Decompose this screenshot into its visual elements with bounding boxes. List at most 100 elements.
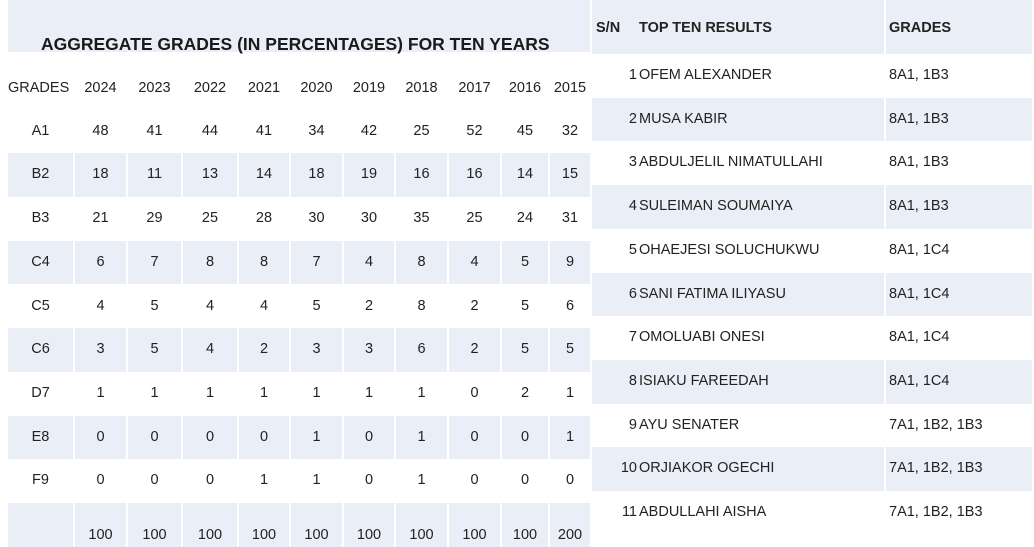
- grade-value-cell: 6: [417, 341, 426, 358]
- result-sn: 6: [628, 285, 637, 302]
- grade-value-cell: 1: [259, 472, 269, 489]
- grade-value-cell: 4: [205, 297, 215, 314]
- result-sn: 10: [620, 460, 637, 477]
- grades-header-label: GRADES: [8, 80, 70, 96]
- result-row: 9 AYU SENATER 7A1, 1B2, 1B3: [592, 403, 1032, 448]
- grade-value-cell: 41: [255, 122, 273, 139]
- grade-value-cell: 0: [470, 384, 479, 401]
- grade-value-cell: 5: [520, 253, 530, 270]
- result-sn: 9: [628, 416, 637, 433]
- grade-value-cell: 3: [312, 341, 321, 358]
- grade-value-cell: 5: [150, 297, 159, 314]
- year-header: 2023: [138, 80, 171, 96]
- grade-value-cell: 0: [565, 472, 575, 489]
- year-header: 2016: [508, 80, 542, 96]
- grade-value-cell: 5: [312, 297, 321, 314]
- grade-value-cell: 29: [146, 210, 163, 227]
- grade-value-cell: 2: [364, 297, 374, 314]
- result-name: SULEIMAN SOUMAIYA: [639, 198, 793, 215]
- grade-value-cell: 48: [92, 122, 109, 139]
- grades-row: A1 48 41 44 41 34 42 25 52 45 32: [8, 109, 590, 154]
- result-sn: 11: [621, 504, 637, 520]
- grade-value-cell: 1: [205, 384, 215, 401]
- year-header: 2015: [553, 80, 587, 96]
- grade-value-cell: 14: [255, 166, 273, 183]
- name-header: TOP TEN RESULTS: [639, 20, 772, 36]
- year-header: 2017: [458, 80, 491, 96]
- grades-row: C5 4 5 4 4 5 2 8 2 5 6: [8, 284, 590, 329]
- result-row: 6 SANI FATIMA ILIYASU 8A1, 1C4: [592, 272, 1032, 317]
- result-row: 7 OMOLUABI ONESI 8A1, 1C4: [592, 316, 1032, 360]
- total-cell: 100: [409, 527, 434, 543]
- grade-label: E8: [31, 428, 50, 445]
- grade-value-cell: 0: [205, 472, 215, 489]
- grade-value-cell: 0: [205, 428, 215, 445]
- grade-value-cell: 4: [205, 341, 215, 358]
- grade-value-cell: 11: [146, 166, 163, 183]
- grades-row: E8 0 0 0 0 1 0 1 0 0 1: [8, 415, 590, 460]
- grade-value-cell: 1: [312, 384, 321, 401]
- table-title: AGGREGATE GRADES (IN PERCENTAGES) FOR TE…: [41, 34, 550, 54]
- grade-value-cell: 34: [308, 122, 325, 139]
- title-band: [8, 0, 590, 54]
- grade-value-cell: 0: [364, 428, 374, 445]
- grade-value-cell: 0: [364, 472, 374, 489]
- result-sn: 2: [628, 110, 637, 127]
- grade-value-cell: 52: [466, 122, 483, 139]
- grade-value-cell: 0: [96, 428, 105, 445]
- total-cell: 100: [88, 527, 113, 543]
- year-header: 2019: [352, 80, 386, 96]
- grade-value-cell: 4: [259, 297, 269, 314]
- grade-value-cell: 42: [360, 122, 378, 139]
- result-name: OHAEJESI SOLUCHUKWU: [639, 241, 820, 258]
- grade-value-cell: 1: [312, 472, 321, 489]
- column-divider: [884, 0, 886, 536]
- grades-row: B2 18 11 13 14 18 19 16 16 14 15: [8, 153, 590, 198]
- result-grades: 8A1, 1C4: [889, 285, 950, 302]
- grade-label: B2: [31, 166, 50, 183]
- grade-value-cell: 13: [201, 166, 219, 183]
- result-grades: 8A1, 1C4: [889, 241, 950, 258]
- grade-value-cell: 3: [96, 341, 105, 358]
- grade-value-cell: 0: [520, 472, 530, 489]
- result-grades: 7A1, 1B2, 1B3: [889, 460, 983, 477]
- grade-value-cell: 1: [150, 384, 159, 401]
- result-name: ABDULLAHI AISHA: [639, 504, 767, 520]
- grade-value-cell: 41: [146, 122, 163, 139]
- result-name: AYU SENATER: [639, 416, 740, 433]
- grade-value-cell: 0: [470, 472, 479, 489]
- grade-value-cell: 3: [364, 341, 374, 358]
- year-header: 2022: [193, 80, 227, 96]
- result-row: 5 OHAEJESI SOLUCHUKWU 8A1, 1C4: [592, 228, 1032, 273]
- grade-value-cell: 0: [96, 472, 105, 489]
- grade-value-cell: 18: [308, 166, 325, 183]
- result-sn: 3: [628, 154, 637, 171]
- grade-value-cell: 7: [150, 253, 159, 270]
- result-name: OFEM ALEXANDER: [639, 67, 772, 83]
- grade-value-cell: 6: [565, 297, 575, 314]
- grades-total-row: 100 100 100 100 100 100 100 100 100 200: [8, 503, 590, 547]
- grade-value-cell: 0: [150, 472, 159, 489]
- grade-value-cell: 2: [470, 297, 479, 314]
- grade-value-cell: 4: [470, 253, 479, 270]
- result-row: 2 MUSA KABIR 8A1, 1B3: [592, 97, 1032, 142]
- grade-value-cell: 25: [201, 210, 219, 227]
- grade-value-cell: 4: [364, 253, 374, 270]
- grade-value-cell: 15: [561, 166, 579, 183]
- grade-value-cell: 4: [96, 297, 105, 314]
- grade-value-cell: 1: [565, 384, 575, 401]
- grade-value-cell: 1: [312, 428, 321, 445]
- grades-row: B3 21 29 25 28 30 30 35 25 24 31: [8, 197, 590, 241]
- grades-header: GRADES: [889, 20, 952, 36]
- grade-label: C4: [31, 253, 50, 270]
- result-grades: 8A1, 1C4: [889, 372, 950, 389]
- grade-value-cell: 6: [96, 253, 105, 270]
- result-name: MUSA KABIR: [639, 110, 728, 127]
- total-cell: 100: [304, 527, 329, 543]
- grade-value-cell: 1: [364, 384, 374, 401]
- total-cell: 100: [197, 527, 223, 543]
- aggregate-grades-table: AGGREGATE GRADES (IN PERCENTAGES) FOR TE…: [8, 0, 590, 547]
- total-cell: 100: [356, 527, 382, 543]
- total-cell: 100: [512, 527, 538, 543]
- grade-value-cell: 30: [308, 210, 325, 227]
